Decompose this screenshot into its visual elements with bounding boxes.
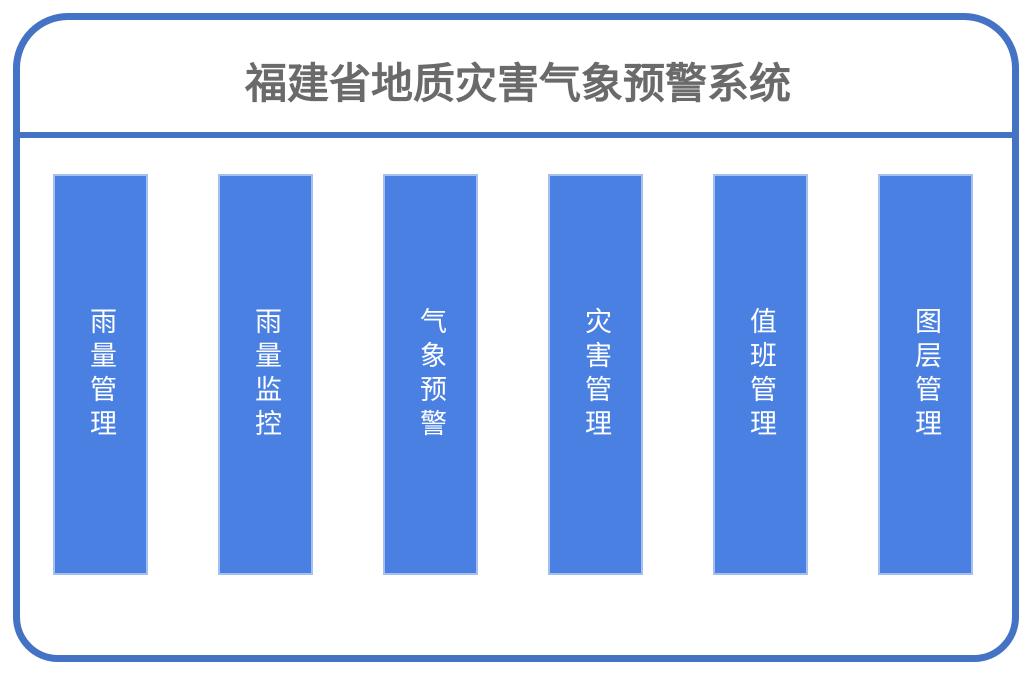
- menu-item-weather-warning[interactable]: 气象预警: [383, 174, 478, 575]
- menu-item-label: 值班管理: [745, 306, 776, 443]
- title-divider-line: [19, 132, 1013, 138]
- menu-item-label: 雨量管理: [85, 306, 116, 443]
- menu-item-duty-management[interactable]: 值班管理: [713, 174, 808, 575]
- page-border-frame: [13, 13, 1019, 662]
- menu-item-rainfall-management[interactable]: 雨量管理: [53, 174, 148, 575]
- menu-bar-group: 雨量管理 雨量监控 气象预警 灾害管理 值班管理 图层管理: [53, 174, 973, 575]
- menu-item-disaster-management[interactable]: 灾害管理: [548, 174, 643, 575]
- menu-item-rainfall-monitoring[interactable]: 雨量监控: [218, 174, 313, 575]
- menu-item-label: 图层管理: [910, 306, 941, 443]
- menu-item-layer-management[interactable]: 图层管理: [878, 174, 973, 575]
- menu-item-label: 雨量监控: [250, 306, 281, 443]
- menu-item-label: 气象预警: [415, 306, 446, 443]
- menu-item-label: 灾害管理: [580, 306, 611, 443]
- page-title: 福建省地质灾害气象预警系统: [244, 60, 791, 107]
